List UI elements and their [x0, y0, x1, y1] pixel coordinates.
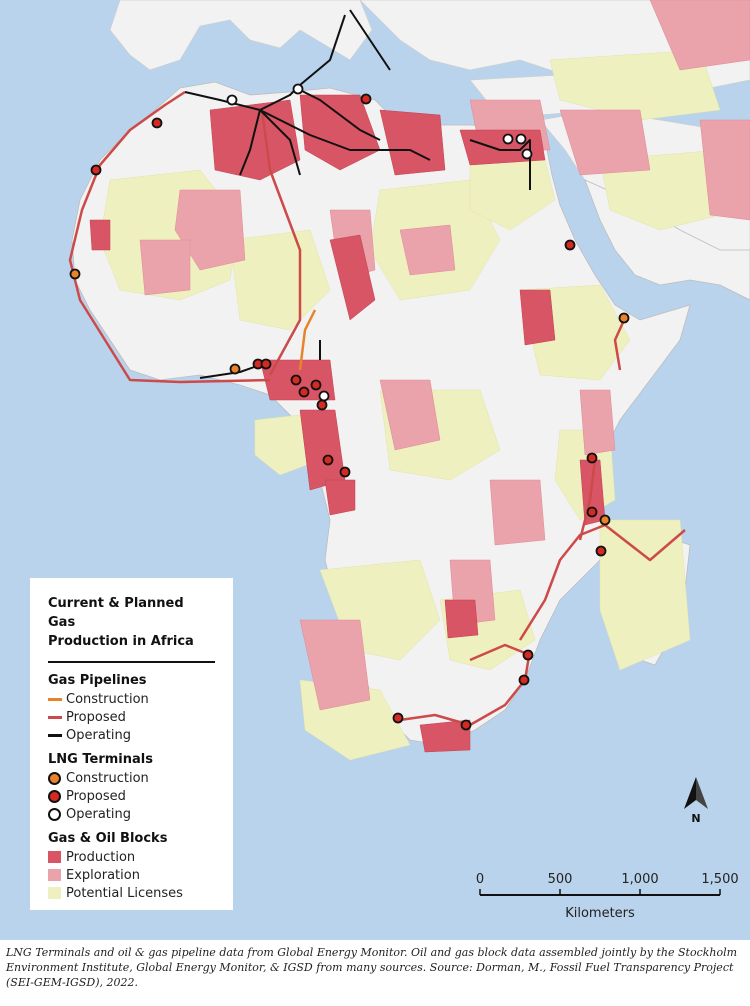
proposed-line-icon — [48, 715, 62, 719]
lng-terminals-proposed — [90, 93, 607, 731]
lng-terminal-proposed — [298, 386, 310, 398]
proposed-dot-icon — [48, 789, 61, 803]
legend-item-block-production: Production — [48, 848, 215, 866]
legend-item-pipeline-construction: Construction — [48, 690, 215, 708]
north-arrow: N — [684, 777, 708, 825]
legend-item-label: Construction — [66, 770, 149, 786]
legend-item-label: Operating — [66, 727, 131, 743]
scale-tick-label: 1,000 — [621, 872, 658, 887]
lng-terminal-operating — [292, 83, 304, 95]
scale-tick-label: 1,500 — [701, 872, 738, 887]
lng-terminal-proposed — [460, 719, 472, 731]
lng-terminal-operating — [515, 133, 527, 145]
lng-terminal-proposed — [151, 117, 163, 129]
legend-item-label: Operating — [66, 806, 131, 822]
legend-item-block-exploration: Exploration — [48, 866, 215, 884]
legend-item-pipeline-proposed: Proposed — [48, 708, 215, 726]
exploration-box-icon — [48, 869, 61, 881]
legend-item-label: Production — [66, 849, 136, 865]
lng-terminal-operating — [318, 390, 330, 402]
lng-terminal-construction — [599, 514, 611, 526]
scale-tick-label: 0 — [476, 872, 484, 887]
operating-dot-icon — [48, 807, 61, 821]
scale-bar: 0 500 1,000 1,500 Kilometers — [476, 872, 739, 921]
scale-unit-label: Kilometers — [565, 906, 635, 921]
lng-terminal-construction — [69, 268, 81, 280]
legend-title: Current & Planned Gas Production in Afri… — [48, 594, 215, 651]
lng-terminal-proposed — [586, 506, 598, 518]
lng-terminal-proposed — [290, 374, 302, 386]
legend-section-pipelines: Gas Pipelines — [48, 673, 147, 688]
lng-terminal-proposed — [392, 712, 404, 724]
lng-terminal-proposed — [339, 466, 351, 478]
north-arrow-icon — [684, 777, 696, 809]
north-arrow-icon-right — [696, 777, 708, 809]
lng-terminal-proposed — [518, 674, 530, 686]
lng-terminal-proposed — [316, 399, 328, 411]
legend-section-blocks: Gas & Oil Blocks — [48, 831, 168, 846]
north-label: N — [691, 812, 700, 825]
construction-dot-icon — [48, 771, 61, 785]
source-caption: LNG Terminals and oil & gas pipeline dat… — [6, 946, 738, 989]
lng-terminal-proposed — [522, 649, 534, 661]
lng-terminal-proposed — [260, 358, 272, 370]
lng-terminal-proposed — [322, 454, 334, 466]
lng-terminal-proposed — [595, 545, 607, 557]
legend-item-terminal-operating: Operating — [48, 805, 215, 823]
construction-line-icon — [48, 697, 62, 701]
map-legend: Current & Planned Gas Production in Afri… — [30, 578, 233, 910]
lng-terminals-construction — [69, 268, 630, 526]
production-blocks — [89, 94, 606, 753]
potential-box-icon — [48, 887, 61, 899]
legend-item-label: Construction — [66, 691, 149, 707]
scale-tick-label: 500 — [548, 872, 573, 887]
legend-item-terminal-proposed: Proposed — [48, 787, 215, 805]
lng-terminal-operating — [226, 94, 238, 106]
construction-pipeline — [298, 309, 317, 371]
legend-item-label: Proposed — [66, 788, 126, 804]
lng-terminal-proposed — [310, 379, 322, 391]
lng-terminal-construction — [618, 312, 630, 324]
legend-item-block-potential: Potential Licenses — [48, 884, 215, 902]
europe-land — [109, 0, 373, 71]
legend-title-line2: Production in Africa — [48, 634, 194, 649]
proposed-pipelines — [68, 90, 686, 727]
lng-terminal-construction — [229, 363, 241, 375]
legend-item-pipeline-operating: Operating — [48, 726, 215, 744]
lng-terminal-operating — [521, 148, 533, 160]
exploration-blocks — [139, 0, 750, 711]
production-box-icon — [48, 851, 61, 863]
lng-terminal-proposed — [564, 239, 576, 251]
legend-title-line1: Current & Planned Gas — [48, 596, 184, 630]
legend-item-terminal-construction: Construction — [48, 769, 215, 787]
lng-terminal-operating — [502, 133, 514, 145]
lng-terminal-proposed — [586, 452, 598, 464]
legend-item-label: Proposed — [66, 709, 126, 725]
legend-divider — [48, 661, 215, 663]
africa-gas-map: N 0 500 1,000 1,500 Kilometers — [0, 0, 750, 940]
legend-item-label: Potential Licenses — [66, 885, 183, 901]
lng-terminals-operating — [226, 83, 533, 402]
potential-license-blocks — [99, 49, 741, 761]
lng-terminal-proposed — [360, 93, 372, 105]
legend-section-terminals: LNG Terminals — [48, 752, 153, 767]
lng-terminal-proposed — [90, 164, 102, 176]
operating-line-icon — [48, 733, 62, 737]
legend-item-label: Exploration — [66, 867, 140, 883]
